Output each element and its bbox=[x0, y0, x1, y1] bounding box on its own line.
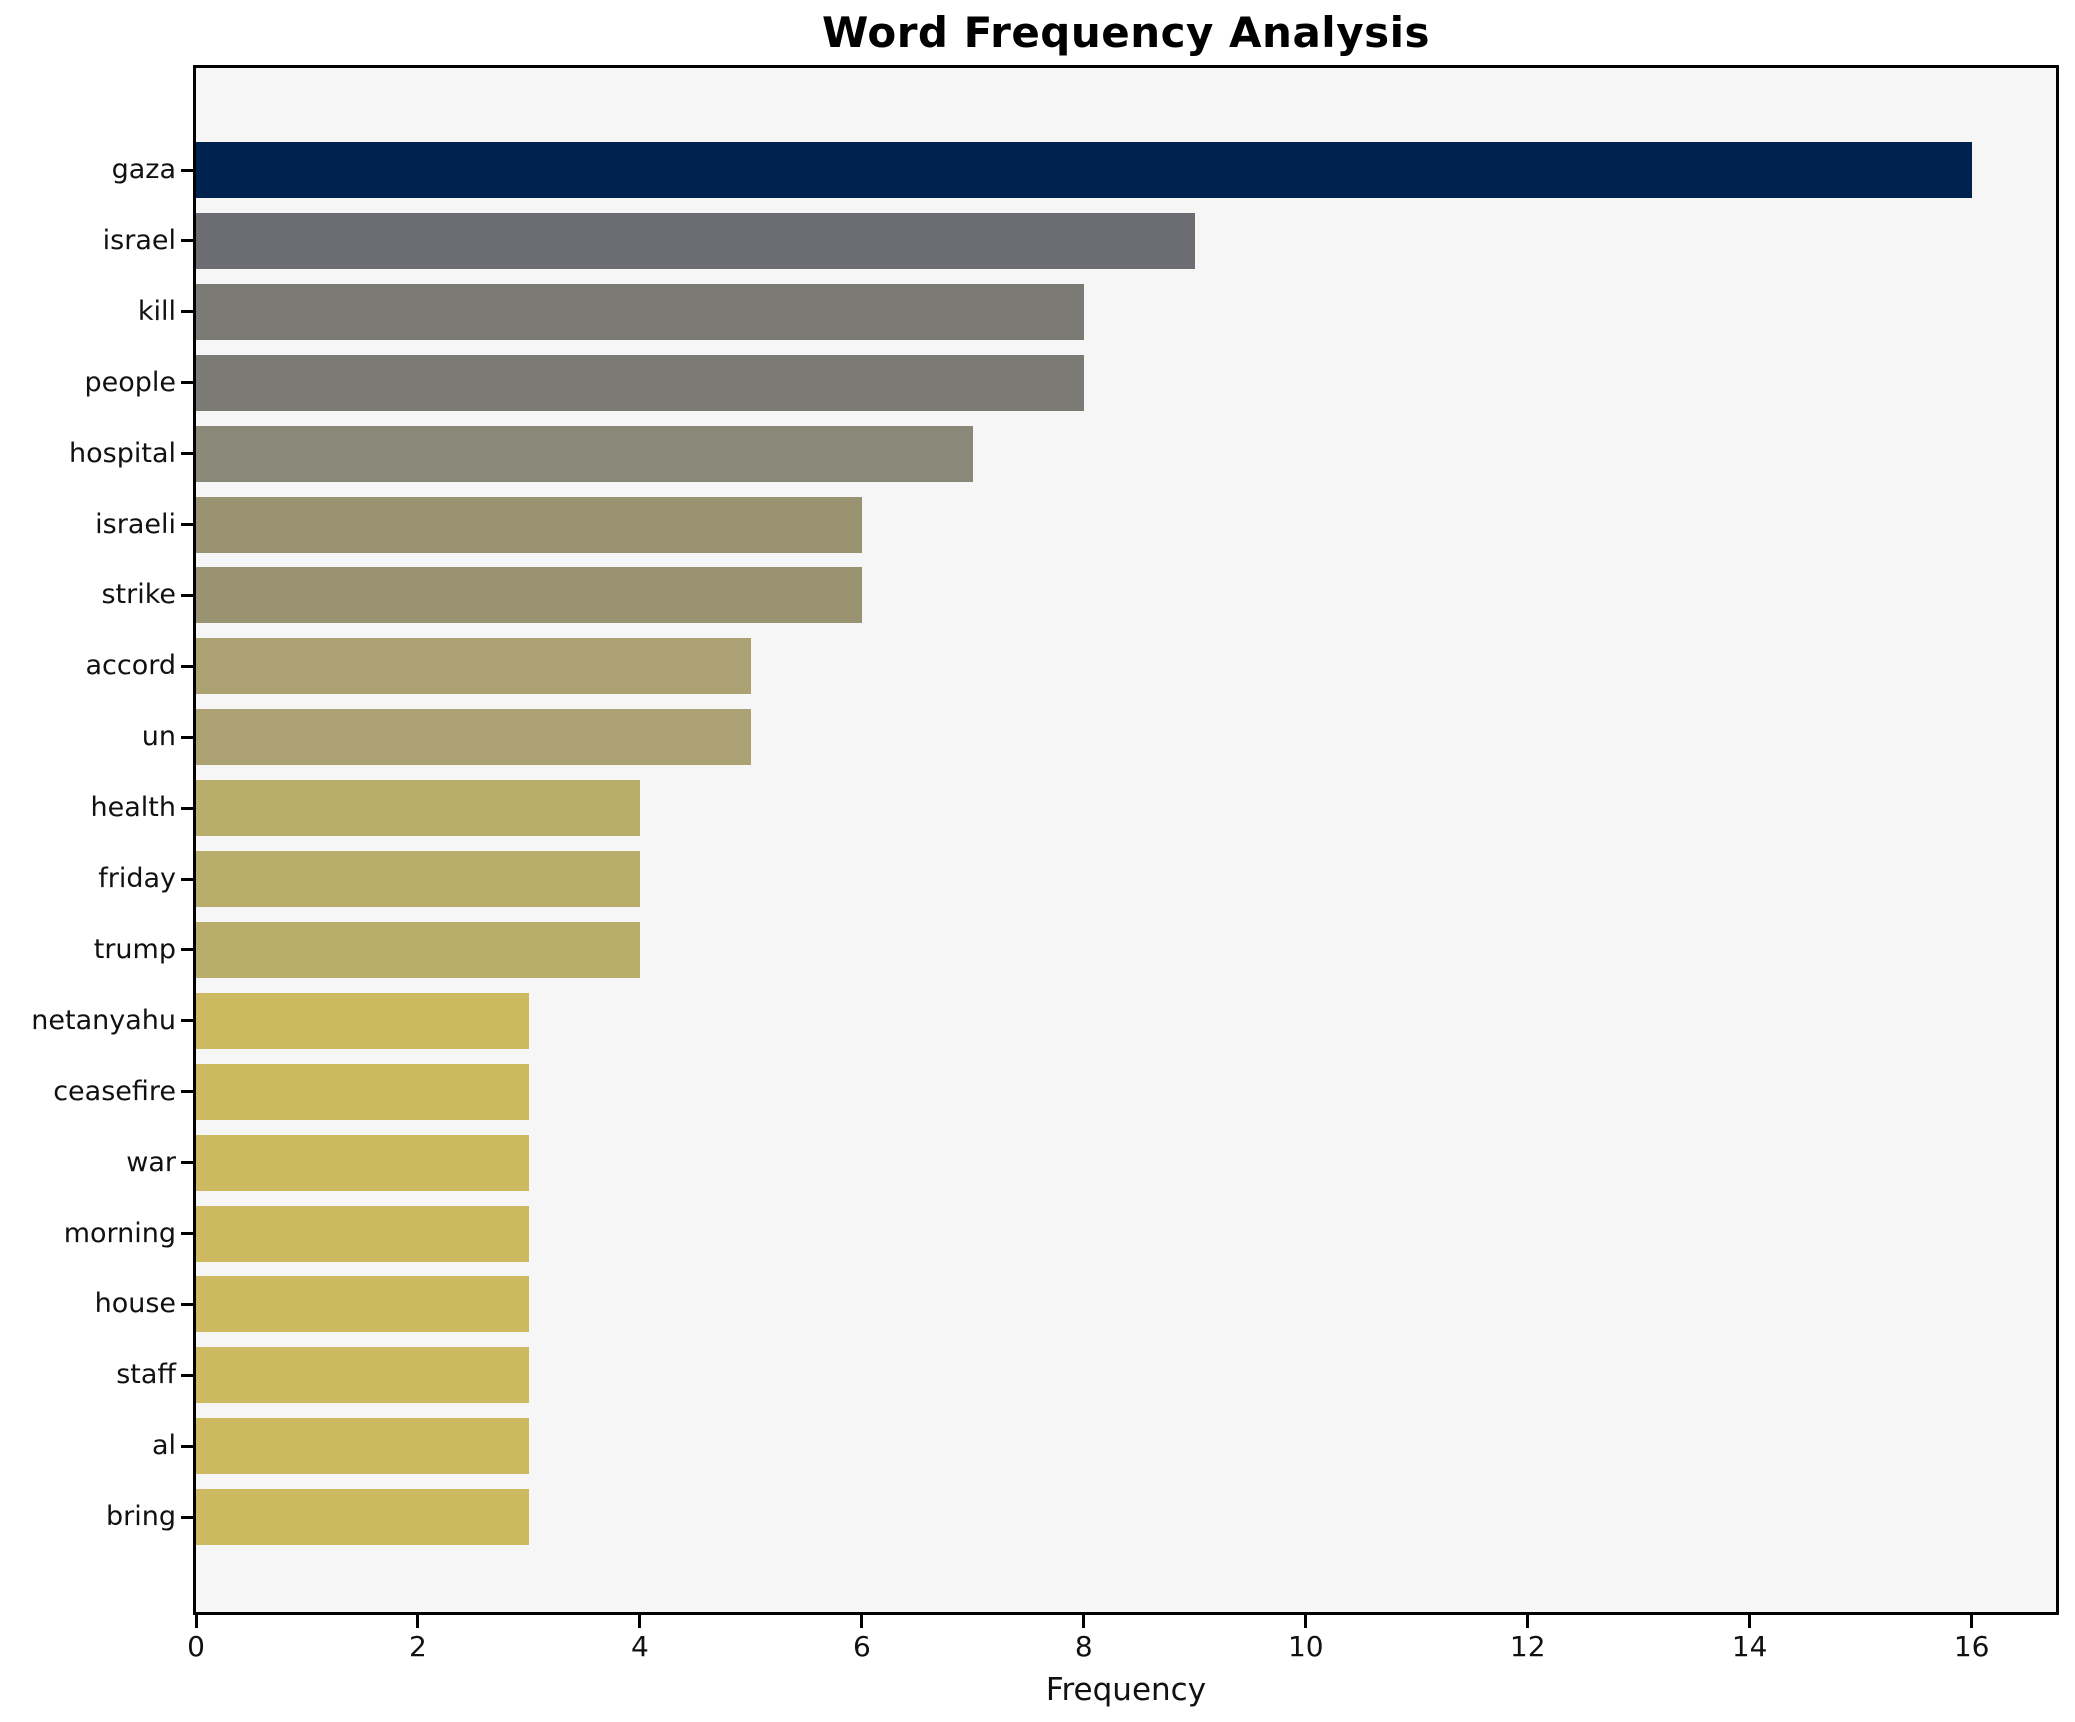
x-tick-mark bbox=[1970, 1615, 1974, 1628]
x-tick-mark bbox=[1526, 1615, 1530, 1628]
x-tick-mark bbox=[416, 1615, 420, 1628]
x-tick-label: 8 bbox=[1074, 1630, 1093, 1663]
x-tick-mark bbox=[1304, 1615, 1308, 1628]
y-tick-mark bbox=[181, 806, 193, 810]
bar bbox=[196, 1489, 529, 1546]
y-tick-mark bbox=[181, 310, 193, 314]
y-tick-mark bbox=[181, 381, 193, 385]
y-tick-mark bbox=[181, 1090, 193, 1094]
bar bbox=[196, 1347, 529, 1404]
x-tick-mark bbox=[638, 1615, 642, 1628]
y-tick-mark bbox=[181, 735, 193, 739]
y-tick-label: morning bbox=[63, 1217, 176, 1249]
bar bbox=[196, 638, 751, 695]
x-tick-label: 0 bbox=[187, 1630, 205, 1663]
bar bbox=[196, 992, 529, 1049]
bar bbox=[196, 425, 973, 482]
x-tick-label: 6 bbox=[852, 1630, 871, 1663]
x-tick-mark bbox=[1748, 1615, 1752, 1628]
bar bbox=[196, 212, 1195, 269]
y-tick-label: friday bbox=[98, 863, 176, 894]
x-tick-label: 10 bbox=[1287, 1630, 1324, 1663]
y-tick-mark bbox=[181, 1232, 193, 1235]
bar bbox=[196, 496, 862, 553]
x-tick-label: 16 bbox=[1953, 1630, 1990, 1663]
y-tick-label: hospital bbox=[69, 437, 176, 469]
y-tick-label: war bbox=[126, 1146, 176, 1178]
bar bbox=[196, 142, 1972, 198]
y-tick-label: people bbox=[84, 366, 176, 398]
y-tick-mark bbox=[181, 1373, 193, 1377]
x-tick-label: 12 bbox=[1509, 1630, 1546, 1663]
y-tick-mark bbox=[181, 948, 193, 952]
x-axis-title: Frequency bbox=[1045, 1672, 1207, 1708]
bar bbox=[196, 1418, 529, 1475]
bar bbox=[196, 709, 751, 766]
y-tick-label: accord bbox=[85, 650, 176, 682]
y-tick-mark bbox=[181, 664, 193, 668]
y-tick-label: bring bbox=[106, 1501, 176, 1533]
y-tick-label: al bbox=[151, 1430, 176, 1462]
bar bbox=[196, 780, 640, 837]
y-tick-label: israeli bbox=[95, 508, 176, 540]
y-tick-label: kill bbox=[137, 295, 176, 327]
y-tick-mark bbox=[181, 1444, 193, 1448]
bar bbox=[196, 1134, 529, 1191]
chart-title: Word Frequency Analysis bbox=[822, 8, 1430, 57]
bar bbox=[196, 283, 1084, 340]
bar bbox=[196, 354, 1084, 411]
bar bbox=[196, 1063, 529, 1120]
x-tick-mark bbox=[860, 1615, 864, 1628]
x-tick-label: 2 bbox=[409, 1630, 427, 1663]
bar bbox=[196, 1205, 529, 1262]
y-tick-label: un bbox=[141, 721, 176, 753]
y-tick-mark bbox=[181, 1019, 193, 1023]
x-tick-label: 4 bbox=[630, 1630, 649, 1663]
y-tick-label: israel bbox=[102, 224, 176, 256]
y-tick-mark bbox=[181, 1515, 193, 1519]
bar bbox=[196, 921, 640, 978]
x-tick-mark bbox=[1082, 1615, 1086, 1628]
y-tick-mark bbox=[181, 1161, 193, 1165]
y-tick-label: ceasefire bbox=[53, 1075, 176, 1107]
bar bbox=[196, 1276, 529, 1333]
y-tick-mark bbox=[181, 523, 193, 526]
bar bbox=[196, 567, 862, 624]
y-tick-label: strike bbox=[101, 579, 176, 611]
y-tick-label: gaza bbox=[111, 154, 176, 185]
y-tick-mark bbox=[181, 168, 193, 172]
y-tick-mark bbox=[181, 452, 193, 456]
y-tick-label: health bbox=[90, 792, 176, 824]
y-tick-mark bbox=[181, 239, 193, 243]
y-tick-label: house bbox=[94, 1288, 176, 1320]
y-tick-label: staff bbox=[116, 1359, 176, 1391]
x-tick-mark bbox=[194, 1615, 198, 1628]
y-tick-mark bbox=[181, 877, 193, 881]
y-tick-mark bbox=[181, 1302, 193, 1306]
bar bbox=[196, 851, 640, 907]
x-tick-label: 14 bbox=[1731, 1630, 1768, 1663]
y-tick-label: netanyahu bbox=[31, 1004, 176, 1036]
y-tick-mark bbox=[181, 593, 193, 597]
y-tick-label: trump bbox=[93, 933, 176, 965]
